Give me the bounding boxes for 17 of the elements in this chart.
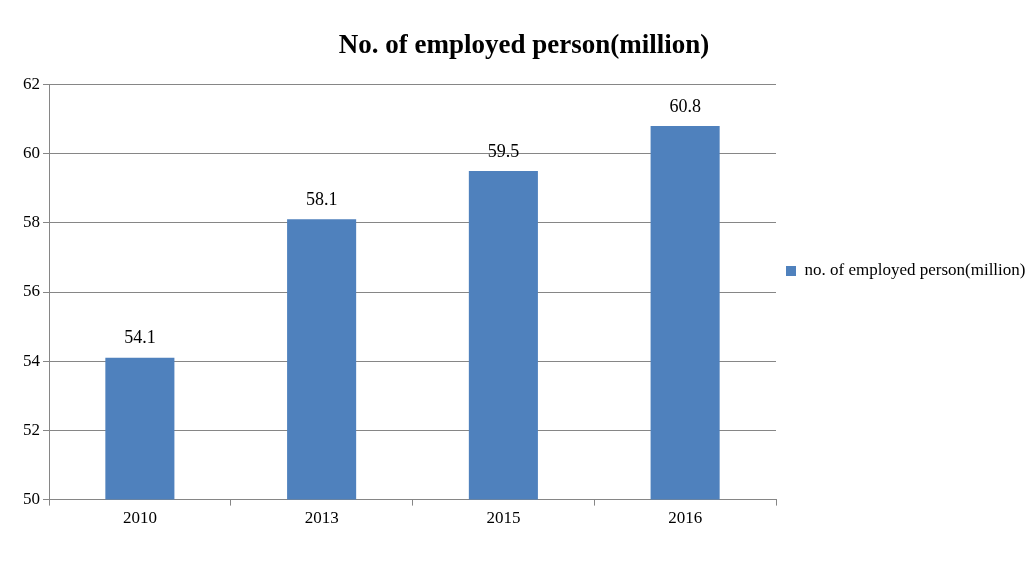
x-tick-label: 2013	[304, 508, 339, 528]
y-tick-label: 54	[23, 350, 41, 370]
x-tick-label: 2015	[486, 508, 521, 528]
y-tick-label: 50	[23, 489, 40, 509]
data-label: 60.8	[669, 95, 701, 116]
y-tick-label: 62	[23, 73, 40, 93]
data-label: 58.1	[305, 189, 338, 210]
y-tick-label: 56	[23, 281, 40, 301]
data-label: 59.5	[487, 140, 520, 161]
chart-title: No. of employed person(million)	[338, 29, 710, 60]
x-tick-label: 2016	[668, 508, 703, 528]
y-tick-label: 52	[23, 419, 40, 439]
x-tick-label: 2010	[122, 508, 157, 528]
legend-label: no. of employed person(million)	[804, 260, 1026, 280]
y-tick-label: 60	[23, 143, 40, 163]
y-tick-label: 58	[23, 212, 40, 232]
data-label: 54.1	[124, 327, 156, 348]
